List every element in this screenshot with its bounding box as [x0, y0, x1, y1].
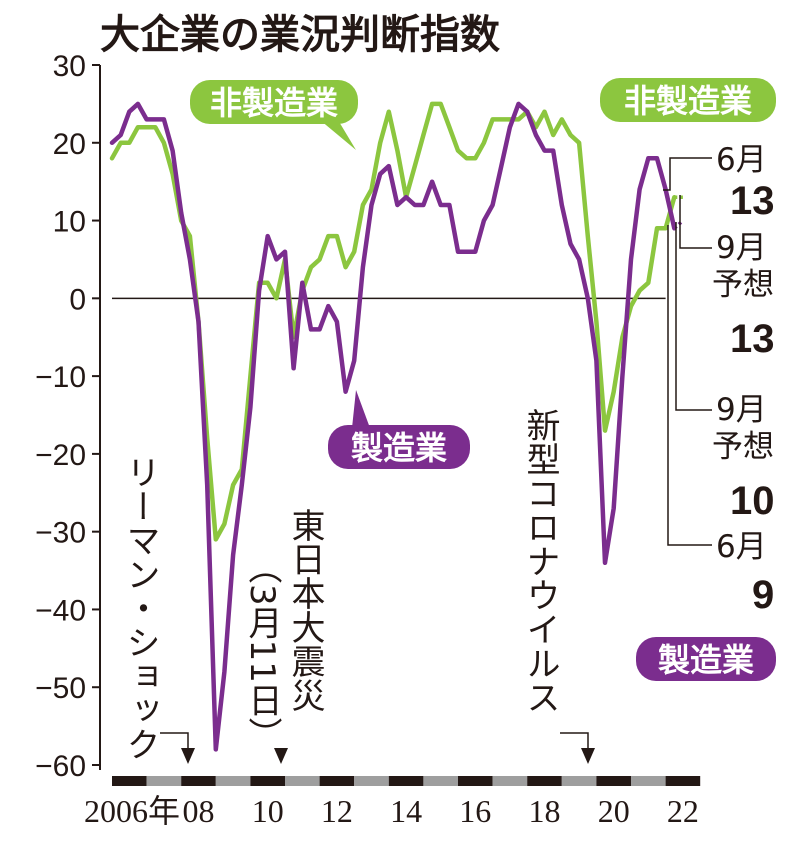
- event-earthquake-label: 東日本大震災: [285, 508, 325, 712]
- mfg-badge-mid-text: 製造業: [351, 429, 447, 467]
- non-mfg-badge-right: [600, 78, 776, 122]
- non-mfg-sep-label: 9月: [716, 230, 767, 266]
- year-bar: [112, 776, 147, 786]
- mfg-label-right: 製造業: [636, 637, 776, 681]
- manufacturing-line: [109, 101, 677, 752]
- y-tick-label: 20: [53, 128, 86, 161]
- non-mfg-label-right: 非製造業: [600, 78, 776, 122]
- event-covid-label: 新型コロナウイルス: [520, 408, 560, 714]
- mfg-sep-value: 10: [730, 479, 775, 523]
- chart-title: 大企業の業況判断指数: [100, 12, 500, 58]
- non-mfg-badge-top: [190, 80, 358, 124]
- mfg-badge-right: [636, 637, 776, 681]
- y-tick-label: −10: [35, 361, 86, 394]
- year-bar: [146, 776, 182, 786]
- non-mfg-badge-right-text: 非製造業: [624, 82, 752, 120]
- x-tick-label: 08: [183, 793, 215, 829]
- mfg-june-leader: [667, 225, 712, 546]
- mfg-sep-label: 9月: [716, 392, 767, 428]
- x-tick-label: 12: [321, 793, 353, 829]
- covid-leader: [560, 732, 589, 748]
- mfg-label-mid: 製造業: [328, 390, 470, 469]
- year-bar: [215, 776, 251, 786]
- mfg-sep-leader: [675, 222, 712, 411]
- event-lehman-label: リーマン・ショック: [120, 455, 160, 761]
- y-axis: 30 20 10 0 −10 −20 −30 −40 −50 −60: [35, 50, 101, 783]
- event-earthquake-date: （3月11日）: [242, 550, 282, 751]
- x-tick-label: 20: [598, 793, 630, 829]
- year-bar: [492, 776, 528, 786]
- non-mfg-sep-value: 13: [730, 317, 775, 361]
- non-mfg-badge-top-text: 非製造業: [210, 84, 338, 122]
- covid-arrow: [581, 748, 595, 764]
- y-ticks: 30 20 10 0 −10 −20 −30 −40 −50 −60: [35, 50, 100, 783]
- year-bar: [354, 776, 389, 786]
- year-bar: [181, 776, 216, 786]
- lehman-leader: [160, 732, 189, 748]
- non-mfg-sep-sub: 予想: [712, 267, 774, 303]
- mfg-june-value: 9: [752, 573, 774, 617]
- lehman-arrow: [181, 748, 195, 764]
- y-tick-label: −40: [35, 594, 86, 627]
- y-tick-label: 0: [69, 283, 86, 316]
- year-bar: [596, 776, 631, 786]
- year-bar: [319, 776, 355, 786]
- y-tick-label: 10: [53, 206, 86, 239]
- non-mfg-badge-pointer: [320, 120, 356, 150]
- non-mfg-label-top: 非製造業: [190, 80, 358, 150]
- y-tick-label: −30: [35, 517, 86, 550]
- x-ticks: 2006年 08 10 12 14 16 18 20 22: [84, 793, 699, 829]
- non-mfg-june-leader: [663, 157, 712, 191]
- y-tick-label: −20: [35, 439, 86, 472]
- year-bar: [665, 776, 701, 786]
- mfg-sep-sub: 予想: [712, 429, 774, 465]
- x-tick-label: 16: [459, 793, 491, 829]
- year-bar: [527, 776, 562, 786]
- year-bar: [423, 776, 458, 786]
- mfg-badge-pointer: [352, 390, 370, 428]
- year-bar: [631, 776, 666, 786]
- x-tick-label: 10: [252, 793, 284, 829]
- y-tick-label: −50: [35, 672, 86, 705]
- x-tick-label: 2006年: [84, 793, 180, 829]
- year-bar: [561, 776, 597, 786]
- non-mfg-sep-leader: [679, 195, 712, 249]
- mfg-june-label: 6月: [716, 529, 767, 565]
- y-tick-label: 30: [53, 50, 86, 83]
- y-tick-label: −60: [35, 750, 86, 783]
- non-mfg-june-label: 6月: [716, 142, 767, 178]
- year-bar: [458, 776, 493, 786]
- x-tick-label: 14: [390, 793, 422, 829]
- event-markers: [160, 732, 595, 764]
- end-annotations: 6月 13 9月 予想 13 9月 予想 10 6月 9: [663, 142, 775, 617]
- earthquake-arrow: [274, 748, 288, 764]
- mfg-badge-mid: [328, 425, 470, 469]
- mfg-badge-right-text: 製造業: [658, 641, 754, 679]
- year-bar: [285, 776, 320, 786]
- year-bars: [112, 776, 701, 786]
- non-mfg-june-value: 13: [730, 179, 775, 223]
- x-axis: 2006年 08 10 12 14 16 18 20 22: [84, 776, 701, 829]
- x-tick-label: 18: [529, 793, 561, 829]
- year-bar: [250, 776, 285, 786]
- year-bar: [388, 776, 424, 786]
- x-tick-label: 22: [667, 793, 699, 829]
